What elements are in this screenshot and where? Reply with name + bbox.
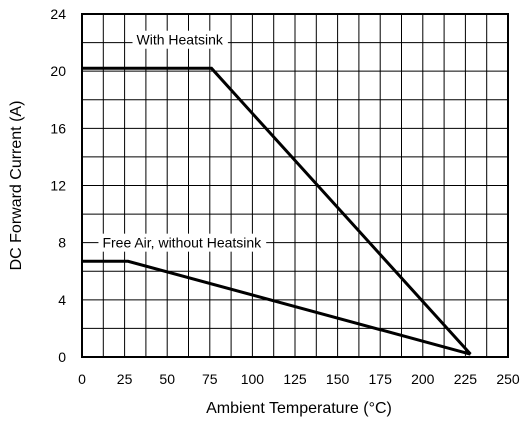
x-tick-label: 25 (117, 371, 133, 387)
y-tick-label: 16 (50, 120, 66, 136)
y-tick-label: 4 (58, 292, 66, 308)
x-tick-label: 225 (454, 371, 478, 387)
x-tick-label: 125 (283, 371, 307, 387)
x-tick-label: 175 (369, 371, 393, 387)
x-tick-label: 75 (202, 371, 218, 387)
annotation-1: With Heatsink (132, 30, 228, 49)
y-tick-label: 24 (50, 6, 66, 22)
y-axis-title: DC Forward Current (A) (8, 101, 25, 271)
x-tick-label: 0 (78, 371, 86, 387)
y-tick-label: 12 (50, 178, 66, 194)
x-tick-label: 200 (411, 371, 435, 387)
x-axis-title: Ambient Temperature (°C) (206, 400, 392, 417)
y-tick-labels: 0 4 8 12 16 20 24 (50, 6, 66, 365)
x-tick-labels: 0 25 50 75 100 125 150 175 200 225 250 (78, 371, 520, 387)
grid-lines (81, 13, 509, 358)
annotations: With Heatsink Free Air, without Heatsink (98, 30, 267, 252)
annotation-label: Free Air, without Heatsink (102, 235, 262, 251)
plot-frame (81, 13, 509, 358)
x-tick-label: 50 (159, 371, 175, 387)
series-layer (82, 66, 472, 356)
annotation-background (98, 233, 267, 252)
x-tick-label: 150 (326, 371, 350, 387)
series-line-1 (82, 66, 472, 356)
annotation-background (132, 30, 228, 49)
annotation-2: Free Air, without Heatsink (98, 233, 267, 252)
y-tick-label: 20 (50, 63, 66, 79)
x-tick-label: 100 (241, 371, 265, 387)
y-tick-label: 0 (58, 349, 66, 365)
annotation-label: With Heatsink (137, 32, 224, 48)
y-tick-label: 8 (58, 235, 66, 251)
x-tick-label: 250 (496, 371, 520, 387)
series-line-2 (82, 259, 471, 356)
